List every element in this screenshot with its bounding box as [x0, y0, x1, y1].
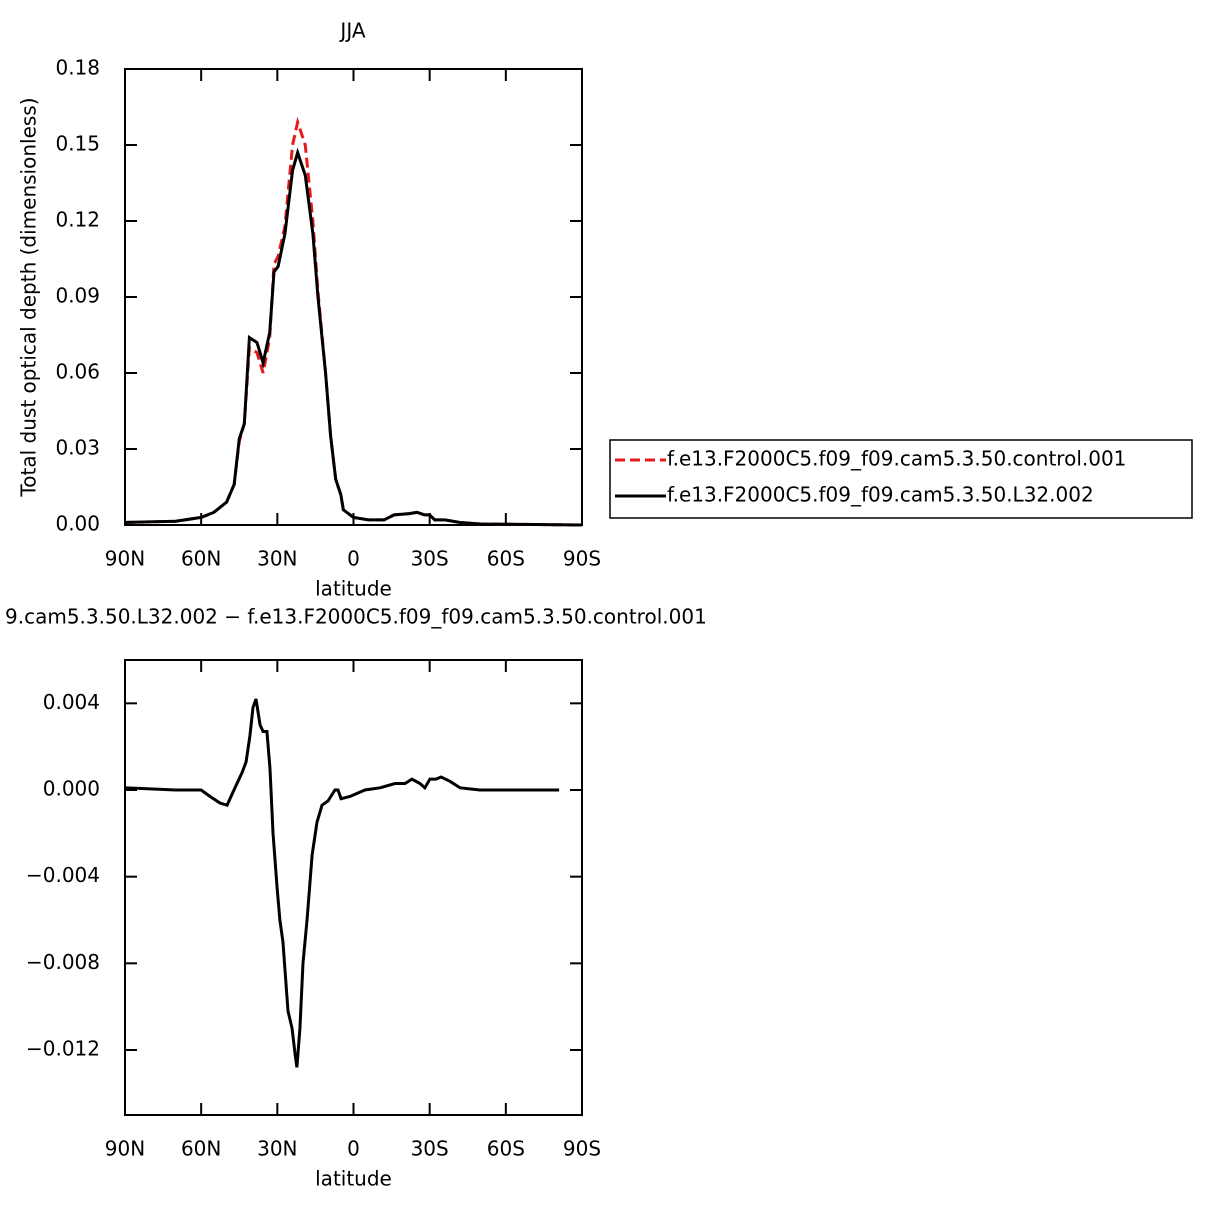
chart-title: 9.cam5.3.50.L32.002 − f.e13.F2000C5.f09_… — [5, 605, 707, 629]
y-tick-label: 0.000 — [43, 777, 100, 801]
legend-label: f.e13.F2000C5.f09_f09.cam5.3.50.control.… — [667, 447, 1126, 471]
x-tick-label: 60N — [181, 1137, 221, 1161]
chart-title: JJA — [338, 19, 365, 43]
x-axis-label: latitude — [315, 577, 392, 601]
y-tick-label: −0.008 — [26, 950, 100, 974]
y-axis-label: Total dust optical depth (dimensionless) — [17, 97, 41, 497]
y-tick-label: 0.06 — [55, 360, 100, 384]
x-tick-label: 90S — [563, 1137, 601, 1161]
x-tick-label: 30S — [411, 1137, 449, 1161]
x-tick-label: 0 — [347, 547, 360, 571]
legend-box — [609, 439, 1193, 519]
x-tick-label: 60S — [487, 1137, 525, 1161]
x-tick-label: 90N — [105, 547, 145, 571]
y-tick-label: 0.12 — [55, 208, 100, 232]
x-tick-label: 30S — [411, 547, 449, 571]
y-tick-label: 0.09 — [55, 284, 100, 308]
y-tick-label: 0.004 — [43, 690, 100, 714]
y-tick-label: −0.012 — [26, 1037, 100, 1061]
x-axis-label: latitude — [315, 1167, 392, 1191]
x-tick-label: 90S — [563, 547, 601, 571]
plot-frame — [124, 68, 583, 526]
x-tick-label: 30N — [257, 1137, 297, 1161]
x-tick-label: 90N — [105, 1137, 145, 1161]
y-tick-label: 0.03 — [55, 436, 100, 460]
y-tick-label: 0.18 — [55, 56, 100, 80]
data-line — [124, 147, 583, 527]
legend-label: f.e13.F2000C5.f09_f09.cam5.3.50.L32.002 — [667, 483, 1094, 507]
x-tick-label: 30N — [257, 547, 297, 571]
plot-frame — [124, 659, 583, 1116]
data-line — [124, 698, 560, 1068]
y-tick-label: 0.00 — [55, 512, 100, 536]
y-tick-label: −0.004 — [26, 863, 100, 887]
x-tick-label: 0 — [347, 1137, 360, 1161]
y-tick-label: 0.15 — [55, 132, 100, 156]
data-line — [124, 116, 583, 527]
x-tick-label: 60N — [181, 547, 221, 571]
x-tick-label: 60S — [487, 547, 525, 571]
